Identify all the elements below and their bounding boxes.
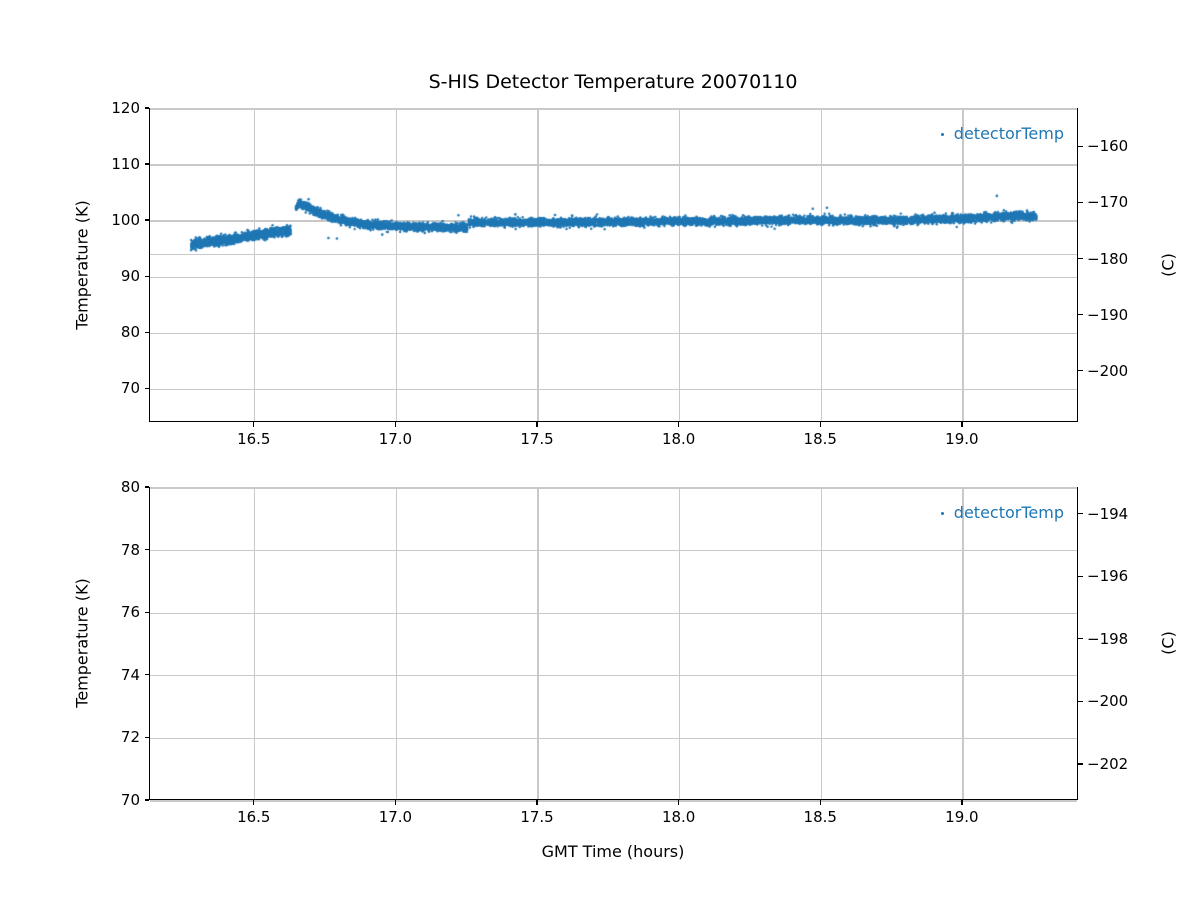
y-tick-mark-left [144, 674, 149, 676]
bottom-y-axis-label-left: Temperature (K) [72, 578, 92, 708]
y-tick-label-right: −202 [1087, 755, 1129, 773]
y-tick-mark-left [144, 548, 149, 551]
y-tick-label-left: 70 [120, 379, 140, 398]
x-tick-mark [819, 800, 821, 805]
scatter-marker-icon [940, 132, 944, 136]
bottom-plot-area: detectorTemp [149, 487, 1079, 802]
x-tick-mark [253, 422, 255, 427]
bottom-scatter-canvas [150, 488, 1079, 801]
x-tick-mark [961, 800, 963, 805]
y-tick-label-right: −194 [1087, 504, 1129, 523]
y-tick-mark-left [144, 219, 149, 221]
x-tick-label: 18.5 [803, 808, 837, 826]
y-tick-mark-left [144, 799, 149, 801]
y-tick-mark-right [1078, 575, 1083, 577]
x-tick-label: 18.5 [803, 430, 837, 448]
x-tick-label: 17.0 [378, 430, 413, 448]
y-tick-label-right: −198 [1087, 629, 1129, 648]
y-tick-mark-right [1078, 512, 1083, 515]
y-tick-label-left: 78 [120, 540, 140, 559]
x-tick-mark [253, 800, 255, 805]
x-tick-label: 17.0 [378, 808, 413, 826]
y-tick-label-right: −200 [1087, 361, 1129, 380]
x-tick-label: 16.5 [237, 430, 271, 448]
top-y-axis-label-right: (C) [1158, 253, 1178, 277]
y-tick-mark-left [144, 163, 149, 165]
y-tick-label-left: 80 [120, 478, 140, 496]
x-tick-mark [536, 800, 538, 805]
top-y-axis-label-left: Temperature (K) [72, 200, 92, 330]
top-legend: detectorTemp [940, 124, 1064, 144]
y-tick-label-right: −196 [1087, 567, 1129, 586]
y-tick-label-left: 110 [111, 155, 140, 174]
y-tick-mark-right [1078, 145, 1083, 148]
top-plot-area: detectorTemp [149, 108, 1079, 423]
legend-label: detectorTemp [953, 124, 1064, 143]
y-tick-label-left: 120 [111, 99, 140, 117]
x-tick-label: 18.0 [661, 430, 696, 448]
y-tick-label-left: 90 [120, 267, 140, 286]
y-tick-label-left: 80 [120, 323, 140, 342]
x-tick-mark [394, 800, 397, 805]
x-axis-label: GMT Time (hours) [541, 842, 685, 861]
x-tick-mark [394, 422, 397, 427]
y-tick-mark-left [144, 387, 149, 390]
y-tick-mark-left [144, 275, 149, 277]
y-tick-mark-left [144, 107, 149, 109]
y-tick-mark-right [1078, 313, 1083, 316]
x-tick-mark [536, 422, 538, 427]
y-tick-mark-left [144, 331, 149, 333]
y-tick-label-left: 70 [120, 791, 140, 809]
y-tick-label-right: −160 [1087, 137, 1129, 156]
y-tick-mark-right [1078, 369, 1083, 372]
y-tick-label-left: 72 [120, 728, 140, 747]
x-tick-mark [961, 422, 963, 427]
x-tick-label: 17.5 [520, 430, 554, 448]
x-tick-mark [819, 422, 821, 427]
y-tick-mark-right [1078, 257, 1083, 260]
bottom-y-axis-label-right: (C) [1158, 631, 1178, 655]
x-tick-label: 19.0 [945, 430, 979, 448]
chart-title: S-HIS Detector Temperature 20070110 [428, 71, 798, 93]
y-tick-label-right: −180 [1087, 249, 1129, 268]
y-tick-label-left: 76 [120, 603, 140, 622]
y-tick-label-right: −190 [1087, 305, 1129, 324]
y-tick-mark-left [144, 736, 149, 739]
y-tick-mark-right [1078, 763, 1083, 765]
y-tick-mark-right [1078, 638, 1083, 640]
x-tick-mark [677, 422, 680, 427]
y-tick-mark-left [144, 611, 149, 613]
y-tick-label-right: −170 [1087, 193, 1129, 212]
y-tick-mark-left [144, 486, 149, 488]
x-tick-label: 17.5 [520, 808, 554, 826]
x-tick-label: 19.0 [945, 808, 979, 826]
x-tick-mark [677, 800, 680, 805]
legend-label: detectorTemp [953, 503, 1064, 522]
y-tick-label-left: 74 [120, 665, 140, 684]
bottom-legend: detectorTemp [940, 503, 1064, 523]
scatter-marker-icon [940, 511, 944, 515]
x-tick-label: 16.5 [237, 808, 271, 826]
y-tick-label-right: −200 [1087, 692, 1129, 711]
y-tick-mark-right [1078, 700, 1083, 703]
x-tick-label: 18.0 [661, 808, 696, 826]
top-scatter-canvas [150, 109, 1079, 423]
y-tick-mark-right [1078, 201, 1083, 204]
y-tick-label-left: 100 [111, 211, 140, 230]
